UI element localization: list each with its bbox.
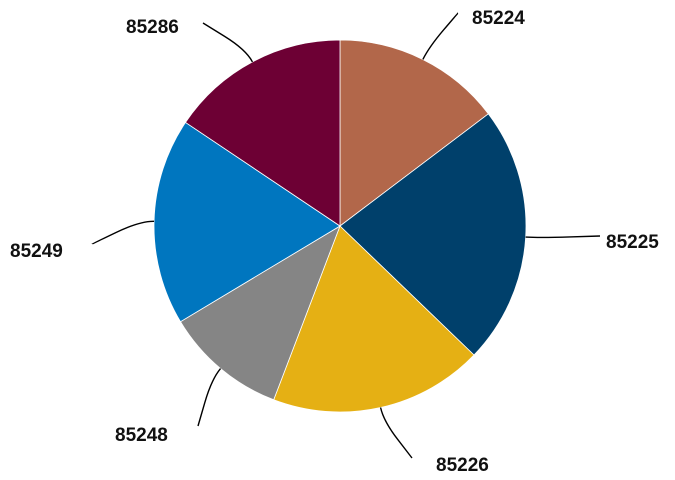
leader-line-85224 [422,12,459,60]
leader-line-85249 [91,220,155,245]
slice-labels: 85224 85225 85226 85248 85249 85286 [10,8,659,476]
leader-line-85248 [197,368,222,427]
leader-line-85226 [379,407,413,459]
slice-label-85224: 85224 [472,8,525,29]
pie-slice-85226 [273,225,475,413]
slice-label-85286: 85286 [126,17,179,38]
pie-slices [153,39,527,413]
leader-line-85286 [202,22,254,63]
slice-label-85249: 85249 [10,241,63,262]
slice-label-85248: 85248 [115,425,168,446]
pie-slice-85286 [184,39,341,227]
slice-label-85225: 85225 [606,232,659,253]
leader-line-85225 [525,235,601,239]
slice-label-85226: 85226 [436,455,489,476]
pie-slice-85249 [153,121,341,323]
leader-lines [91,12,601,459]
pie-slice-85248 [179,225,341,401]
